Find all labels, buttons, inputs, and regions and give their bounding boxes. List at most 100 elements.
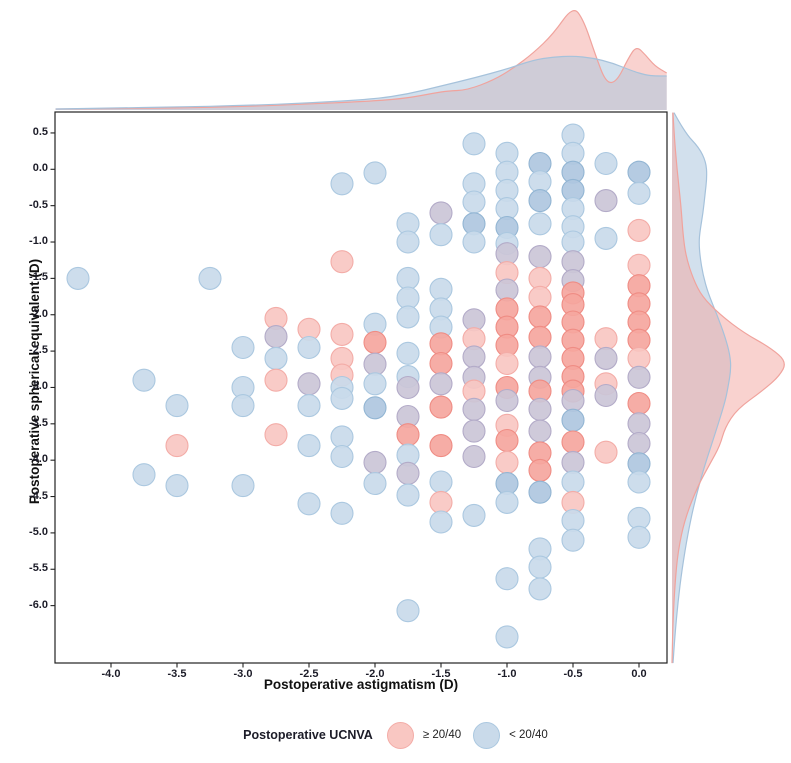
scatter-point bbox=[528, 212, 552, 236]
scatter-point bbox=[264, 423, 288, 447]
scatter-point bbox=[429, 490, 453, 514]
scatter-point bbox=[528, 458, 552, 482]
x-tick-label: -0.5 bbox=[563, 668, 583, 680]
scatter-point bbox=[462, 132, 486, 156]
scatter-point bbox=[429, 395, 453, 419]
scatter-point bbox=[396, 599, 420, 623]
scatter-point bbox=[396, 461, 420, 485]
blue-circle-swatch bbox=[473, 721, 501, 749]
x-tick-label: -1.5 bbox=[431, 668, 451, 680]
scatter-point bbox=[396, 483, 420, 507]
x-tick-label: -2.0 bbox=[365, 668, 385, 680]
scatter-point bbox=[594, 189, 618, 213]
scatter-point bbox=[330, 250, 354, 274]
scatter-point bbox=[528, 555, 552, 579]
scatter-point bbox=[627, 365, 651, 389]
scatter-point bbox=[297, 372, 321, 396]
scatter-point bbox=[561, 508, 585, 533]
scatter-point bbox=[594, 226, 618, 250]
scatter-point bbox=[561, 230, 585, 254]
top-marginal-density bbox=[55, 10, 668, 111]
scatter-point bbox=[330, 425, 354, 449]
x-tick-label: -1.0 bbox=[497, 668, 517, 680]
scatter-point bbox=[264, 325, 288, 349]
scatter-point bbox=[627, 160, 651, 184]
scatter-point bbox=[66, 266, 90, 290]
scatter-point bbox=[462, 444, 486, 469]
scatter-point bbox=[396, 230, 420, 254]
y-tick-label: 0.5 bbox=[32, 125, 48, 138]
legend-item-label: < 20/40 bbox=[509, 729, 548, 741]
scatter-point bbox=[363, 471, 387, 496]
scatter-point bbox=[429, 332, 453, 356]
scatter-point bbox=[561, 408, 585, 432]
scatter-point bbox=[264, 346, 288, 370]
y-tick-label: -3.0 bbox=[29, 380, 48, 393]
scatter-point bbox=[264, 368, 288, 392]
y-tick-label: -1.5 bbox=[29, 271, 48, 284]
scatter-point bbox=[495, 490, 519, 514]
scatter-point bbox=[231, 474, 255, 498]
scatter-point bbox=[429, 372, 453, 396]
scatter-point bbox=[528, 577, 552, 601]
x-tick-label: 0.0 bbox=[631, 668, 647, 680]
y-tick-label: -4.5 bbox=[29, 489, 48, 502]
scatter-point bbox=[462, 419, 486, 443]
scatter-point bbox=[363, 330, 387, 354]
scatter-point bbox=[495, 567, 519, 591]
scatter-point bbox=[198, 266, 222, 290]
x-tick-label: -3.5 bbox=[167, 668, 187, 680]
scatter-point bbox=[363, 450, 387, 474]
scatter-point bbox=[396, 266, 420, 290]
x-tick-label: -2.5 bbox=[299, 668, 319, 680]
scatter-point bbox=[627, 181, 651, 205]
scatter-point bbox=[594, 327, 618, 351]
scatter-point bbox=[528, 245, 552, 269]
scatter-point bbox=[231, 335, 255, 360]
scatter-point bbox=[396, 423, 420, 447]
scatter-point bbox=[462, 345, 486, 369]
scatter-point bbox=[330, 501, 354, 525]
legend-item-lt-20-40: < 20/40 bbox=[473, 721, 548, 749]
scatter-point bbox=[627, 412, 651, 436]
pink-circle-swatch bbox=[386, 721, 414, 749]
x-axis-title: Postoperative astigmatism (D) bbox=[263, 677, 459, 692]
scatter-point bbox=[330, 322, 354, 346]
scatter-point bbox=[363, 396, 387, 420]
scatter-point bbox=[627, 253, 651, 277]
scatter-point bbox=[528, 397, 552, 421]
scatter-point bbox=[363, 161, 387, 185]
scatter-point bbox=[363, 372, 387, 396]
top-density-pink-line bbox=[55, 10, 668, 110]
right-density-pink-line bbox=[671, 112, 785, 664]
scatter-point bbox=[165, 474, 189, 498]
axis-ticks bbox=[50, 132, 640, 668]
scatter-point bbox=[396, 341, 420, 365]
scatter-point bbox=[462, 190, 486, 214]
scatter-point bbox=[495, 388, 519, 413]
scatter-point bbox=[594, 440, 618, 464]
scatter-point bbox=[528, 480, 552, 504]
scatter-point bbox=[594, 151, 618, 176]
x-tick-label: -4.0 bbox=[101, 668, 121, 680]
scatter-point bbox=[396, 305, 420, 329]
scatter-point bbox=[297, 492, 321, 516]
scatter-point bbox=[495, 351, 519, 376]
scatter-point bbox=[495, 428, 519, 453]
right-density-blue-line bbox=[672, 112, 732, 664]
scatter-point bbox=[429, 470, 453, 494]
scatter-point bbox=[528, 305, 552, 329]
scatter-point bbox=[495, 450, 519, 474]
scatter-point bbox=[594, 346, 618, 370]
y-tick-label: -2.5 bbox=[29, 344, 48, 357]
x-tick-label: -3.0 bbox=[233, 668, 253, 680]
y-tick-label: -4.0 bbox=[29, 453, 48, 466]
right-marginal-density bbox=[671, 112, 785, 664]
scatter-point bbox=[462, 230, 486, 254]
legend-title: Postoperative UCNVA bbox=[243, 728, 373, 742]
scatter-point bbox=[330, 386, 354, 410]
scatter-point bbox=[627, 470, 651, 494]
scatter-point bbox=[561, 388, 585, 413]
